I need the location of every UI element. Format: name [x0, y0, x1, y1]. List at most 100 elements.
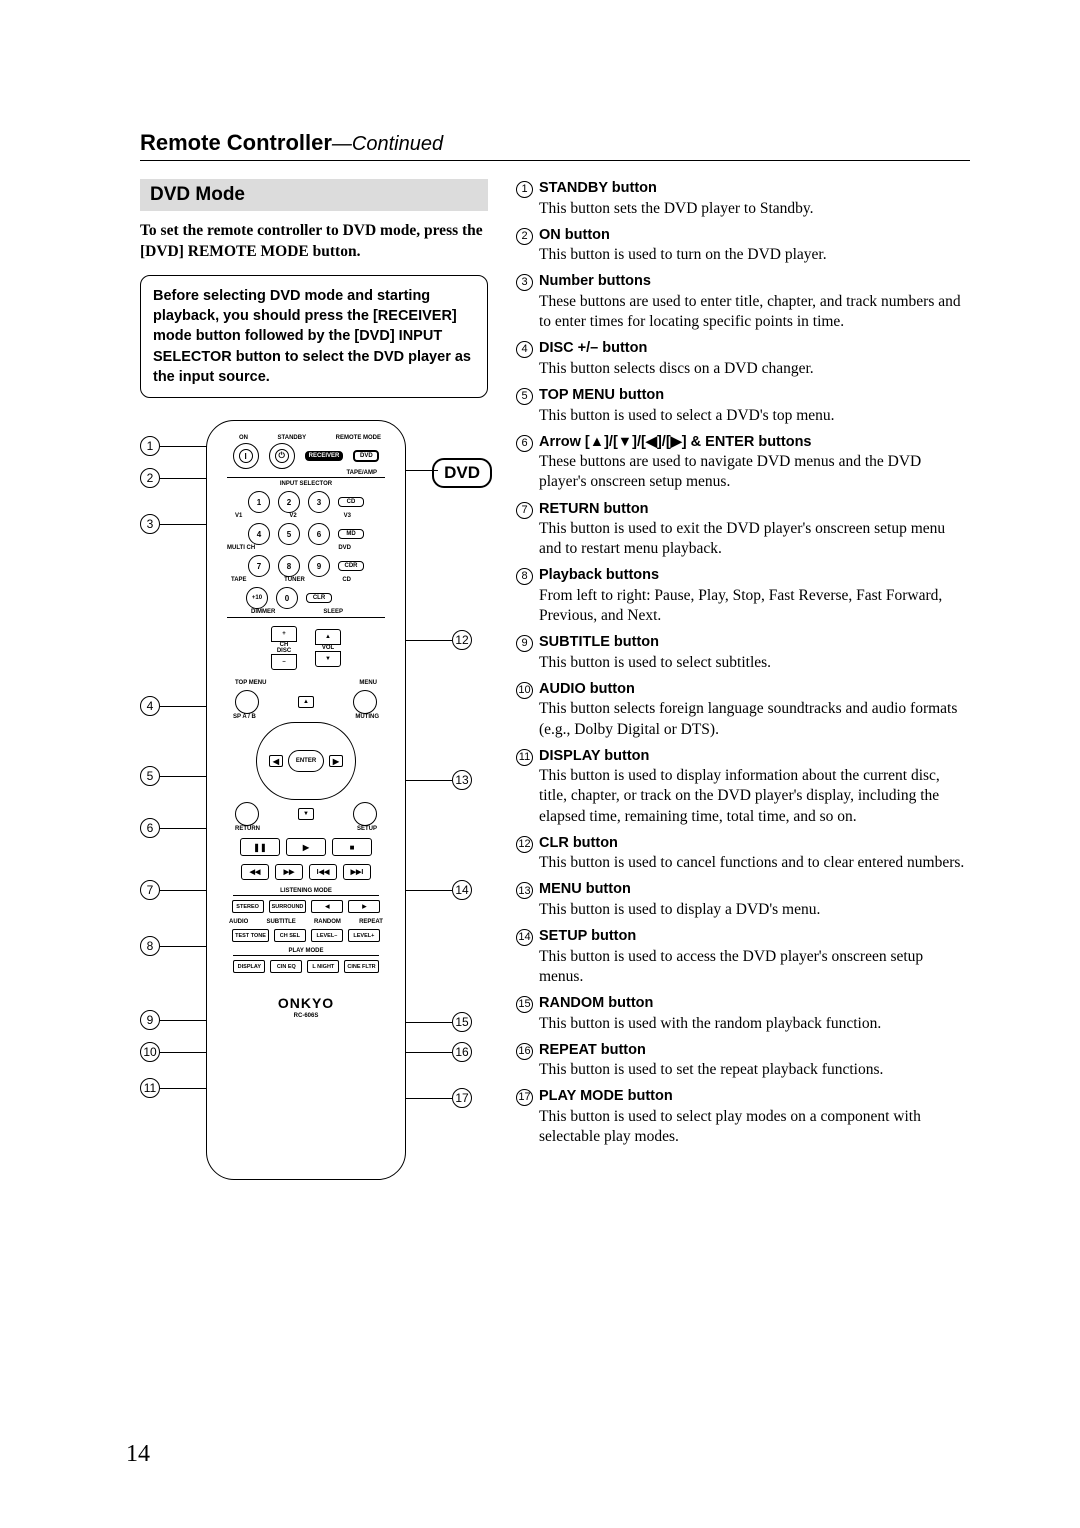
- desc-label: TOP MENU button: [539, 386, 970, 406]
- plus10-btn[interactable]: +10: [246, 587, 268, 609]
- descriptions-column: 1STANDBY buttonThis button sets the DVD …: [516, 179, 970, 1200]
- vol-up[interactable]: ▲: [315, 629, 341, 645]
- num-6[interactable]: 6: [308, 523, 330, 545]
- vol-down[interactable]: ▼: [315, 651, 341, 667]
- prev-btn[interactable]: I◀◀: [309, 864, 337, 880]
- lbl-v3: V3: [344, 513, 351, 519]
- ch-plus[interactable]: +: [271, 626, 297, 642]
- num-4[interactable]: 4: [248, 523, 270, 545]
- callout-15: 15: [452, 1012, 472, 1032]
- surround-btn[interactable]: SURROUND: [269, 900, 307, 913]
- desc-text: This button is used to select subtitles.: [539, 653, 970, 673]
- menu-btn[interactable]: [353, 690, 377, 714]
- remote-diagram: DVD 1234567891011 121314151617 ON STANDB…: [140, 420, 488, 1200]
- receiver-mode-btn[interactable]: RECEIVER: [305, 451, 344, 461]
- desc-item-14: 14SETUP buttonThis button is used to acc…: [516, 927, 970, 991]
- dvd-mode-btn[interactable]: DVD: [353, 450, 379, 462]
- desc-num: 13: [516, 882, 533, 899]
- desc-item-4: 4DISC +/– buttonThis button selects disc…: [516, 339, 970, 383]
- desc-text: This button is used to select play modes…: [539, 1107, 970, 1147]
- levelp-btn[interactable]: LEVEL+: [348, 929, 380, 942]
- num-2[interactable]: 2: [278, 491, 300, 513]
- num-8[interactable]: 8: [278, 555, 300, 577]
- pause-btn[interactable]: ❚❚: [240, 838, 280, 856]
- setup-btn[interactable]: [353, 802, 377, 826]
- src-cd[interactable]: CD: [338, 497, 364, 507]
- num-0[interactable]: 0: [276, 587, 298, 609]
- lbl-standby: STANDBY: [278, 435, 307, 441]
- lnight-btn[interactable]: L NIGHT: [307, 960, 339, 973]
- lbl-mc: MULTI CH: [227, 545, 255, 551]
- arrow-down[interactable]: ▼: [298, 808, 314, 820]
- desc-label: Arrow [▲]/[▼]/[◀]/[▶] & ENTER buttons: [539, 433, 970, 453]
- stop-btn[interactable]: ■: [332, 838, 372, 856]
- callout-17: 17: [452, 1088, 472, 1108]
- desc-num: 4: [516, 341, 533, 358]
- lbl-v1: V1: [235, 513, 242, 519]
- clr-btn[interactable]: CLR: [306, 593, 332, 603]
- desc-item-17: 17PLAY MODE buttonThis button is used to…: [516, 1087, 970, 1151]
- lm-left[interactable]: ◀: [311, 900, 343, 913]
- arrow-left[interactable]: ◀: [269, 755, 283, 767]
- num-5[interactable]: 5: [278, 523, 300, 545]
- cineflt-btn[interactable]: CINE FLTR: [344, 960, 378, 973]
- desc-label: DISPLAY button: [539, 747, 970, 767]
- desc-label: CLR button: [539, 834, 970, 854]
- desc-text: This button is used to select a DVD's to…: [539, 406, 970, 426]
- intro-text: To set the remote controller to DVD mode…: [140, 221, 488, 263]
- desc-item-9: 9SUBTITLE buttonThis button is used to s…: [516, 633, 970, 677]
- desc-num: 1: [516, 181, 533, 198]
- callout-1: 1: [140, 436, 160, 456]
- left-column: DVD Mode To set the remote controller to…: [140, 179, 488, 1200]
- callout-8: 8: [140, 936, 160, 956]
- levelm-btn[interactable]: LEVEL–: [311, 929, 343, 942]
- lbl-input-sel: INPUT SELECTOR: [213, 481, 399, 487]
- desc-text: From left to right: Pause, Play, Stop, F…: [539, 586, 970, 626]
- stereo-btn[interactable]: STEREO: [232, 900, 264, 913]
- desc-label: ON button: [539, 226, 970, 246]
- arrow-up[interactable]: ▲: [298, 696, 314, 708]
- desc-text: This button is used with the random play…: [539, 1014, 970, 1034]
- desc-item-8: 8Playback buttonsFrom left to right: Pau…: [516, 566, 970, 630]
- return-btn[interactable]: [235, 802, 259, 826]
- num-3[interactable]: 3: [308, 491, 330, 513]
- next-btn[interactable]: ▶▶I: [343, 864, 371, 880]
- desc-item-16: 16REPEAT buttonThis button is used to se…: [516, 1041, 970, 1085]
- on-button[interactable]: I: [233, 443, 259, 469]
- lbl-tapeamp: TAPE/AMP: [213, 470, 399, 476]
- num-1[interactable]: 1: [248, 491, 270, 513]
- lbl-muting: MUTING: [355, 714, 379, 720]
- display-btn[interactable]: DISPLAY: [233, 960, 265, 973]
- desc-label: SETUP button: [539, 927, 970, 947]
- callout-6: 6: [140, 818, 160, 838]
- desc-text: This button selects foreign language sou…: [539, 699, 970, 739]
- desc-item-2: 2ON buttonThis button is used to turn on…: [516, 226, 970, 270]
- arrow-right[interactable]: ▶: [329, 755, 343, 767]
- rew-btn[interactable]: ◀◀: [241, 864, 269, 880]
- play-btn[interactable]: ▶: [286, 838, 326, 856]
- topmenu-btn[interactable]: [235, 690, 259, 714]
- num-7[interactable]: 7: [248, 555, 270, 577]
- chsel-btn[interactable]: CH SEL: [274, 929, 306, 942]
- cineq-btn[interactable]: CIN EQ: [270, 960, 302, 973]
- num-9[interactable]: 9: [308, 555, 330, 577]
- lbl-remote-mode: REMOTE MODE: [336, 435, 381, 441]
- note-box: Before selecting DVD mode and starting p…: [140, 275, 488, 398]
- standby-button[interactable]: ⏻: [269, 443, 295, 469]
- lbl-tape: TAPE: [231, 577, 247, 583]
- ch-minus[interactable]: –: [271, 654, 297, 670]
- testtone-btn[interactable]: TEST TONE: [232, 929, 269, 942]
- desc-num: 10: [516, 682, 533, 699]
- enter-btn[interactable]: ENTER: [288, 750, 324, 772]
- callout-7: 7: [140, 880, 160, 900]
- header-main: Remote Controller: [140, 130, 332, 155]
- desc-item-1: 1STANDBY buttonThis button sets the DVD …: [516, 179, 970, 223]
- desc-label: MENU button: [539, 880, 970, 900]
- desc-num: 2: [516, 228, 533, 245]
- lm-right[interactable]: ▶: [348, 900, 380, 913]
- ff-btn[interactable]: ▶▶: [275, 864, 303, 880]
- desc-text: This button is used to access the DVD pl…: [539, 947, 970, 987]
- src-md[interactable]: MD: [338, 529, 364, 539]
- src-cdr[interactable]: CDR: [338, 561, 364, 571]
- desc-text: This button sets the DVD player to Stand…: [539, 199, 970, 219]
